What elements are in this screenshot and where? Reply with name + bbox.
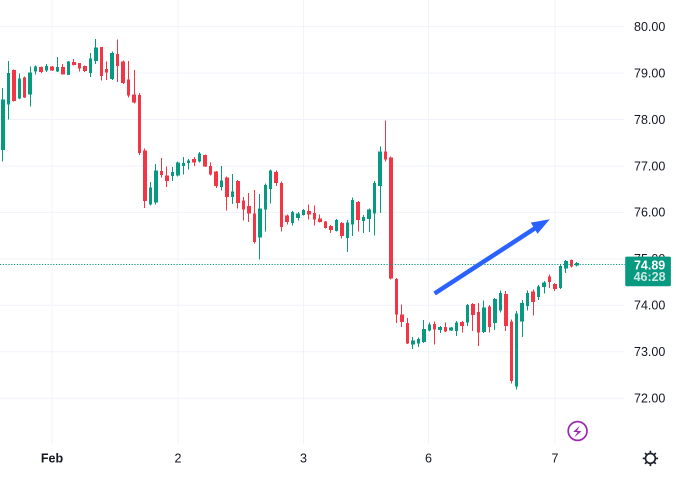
svg-text:72.00: 72.00 xyxy=(634,392,665,406)
svg-text:6: 6 xyxy=(425,451,432,465)
svg-text:74.89: 74.89 xyxy=(634,258,665,272)
svg-text:46:28: 46:28 xyxy=(634,270,666,284)
svg-text:77.00: 77.00 xyxy=(634,159,665,173)
svg-text:2: 2 xyxy=(175,451,182,465)
svg-text:7: 7 xyxy=(552,451,559,465)
svg-text:74.00: 74.00 xyxy=(634,299,665,313)
svg-text:80.00: 80.00 xyxy=(634,20,665,34)
svg-text:79.00: 79.00 xyxy=(634,66,665,80)
svg-text:78.00: 78.00 xyxy=(634,113,665,127)
svg-text:3: 3 xyxy=(300,451,307,465)
svg-text:76.00: 76.00 xyxy=(634,206,665,220)
svg-text:73.00: 73.00 xyxy=(634,345,665,359)
svg-text:Feb: Feb xyxy=(41,451,64,465)
